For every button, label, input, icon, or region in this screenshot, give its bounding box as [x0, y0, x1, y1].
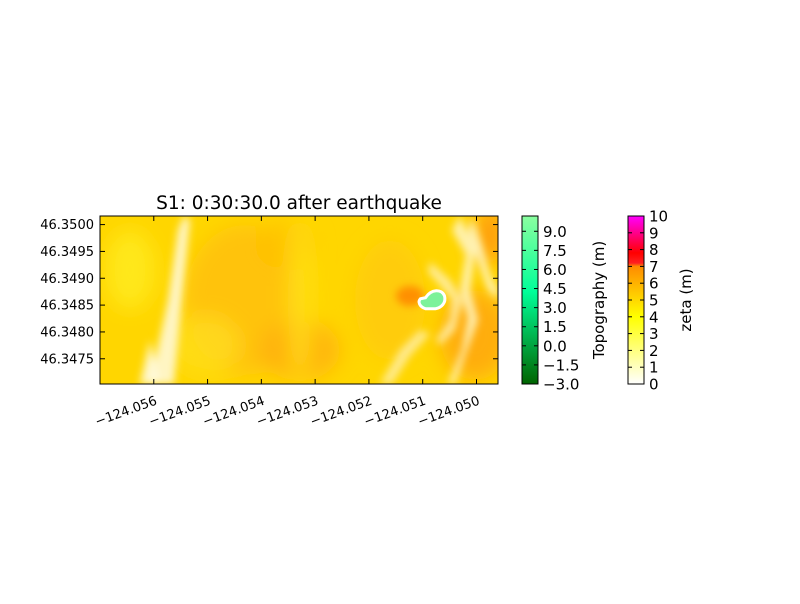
colorbar-tick-label: −1.5 [543, 356, 579, 374]
topography-colorbar-label: Topography (m) [590, 241, 608, 360]
colorbar-tick-label: 2 [649, 342, 659, 360]
colorbar-tick-label: 10 [649, 208, 668, 226]
zeta-colorbar-label: zeta (m) [677, 268, 695, 331]
plot-frame [99, 215, 499, 385]
topography-colorbar: 9.07.56.04.53.01.50.0−1.5 −3.0 Topography… [521, 215, 608, 394]
colorbar-tick-label: 4 [649, 308, 659, 326]
heatmap-field [100, 216, 498, 384]
chart-title: S1: 0:30:30.0 after earthquake [156, 193, 442, 214]
colorbar-tick-label: 4.5 [543, 280, 567, 298]
colorbar-tick-label: 9 [649, 224, 659, 242]
y-tick-label: 46.3495 [40, 245, 94, 260]
y-tick-label: 46.3490 [40, 272, 94, 287]
colorbar-tick-label: 6 [649, 275, 659, 293]
colorbar-tick-label: 0.0 [543, 337, 567, 355]
colorbar-tick-label: 8 [649, 241, 659, 259]
colorbar-tick-label: 9.0 [543, 223, 567, 241]
y-tick-label: 46.3480 [40, 325, 94, 340]
colorbar-tick-label: −3.0 [543, 376, 579, 394]
y-tick-label: 46.3485 [40, 299, 94, 314]
y-tick-label: 46.3500 [40, 218, 94, 233]
colorbar-tick-label: 1 [649, 359, 659, 377]
topography-island [417, 289, 447, 311]
y-axis: 46.3475 46.3480 46.3485 46.3490 46.3495 46.35… [40, 218, 498, 367]
colorbar-tick-label: 7 [649, 258, 659, 276]
x-tick-label: −124.050 [416, 394, 482, 430]
colorbar-tick-label: 1.5 [543, 318, 567, 336]
colorbar-tick-label: 5 [649, 292, 659, 310]
colorbar-tick-label: 3 [649, 325, 659, 343]
topography-colorbar-gradient [521, 215, 539, 385]
colorbar-tick-label: 7.5 [543, 242, 567, 260]
colorbar-tick-label: 0 [649, 376, 659, 394]
y-tick-label: 46.3475 [40, 352, 94, 367]
colorbar-tick-label: 3.0 [543, 299, 567, 317]
colorbar-tick-label: 6.0 [543, 261, 567, 279]
